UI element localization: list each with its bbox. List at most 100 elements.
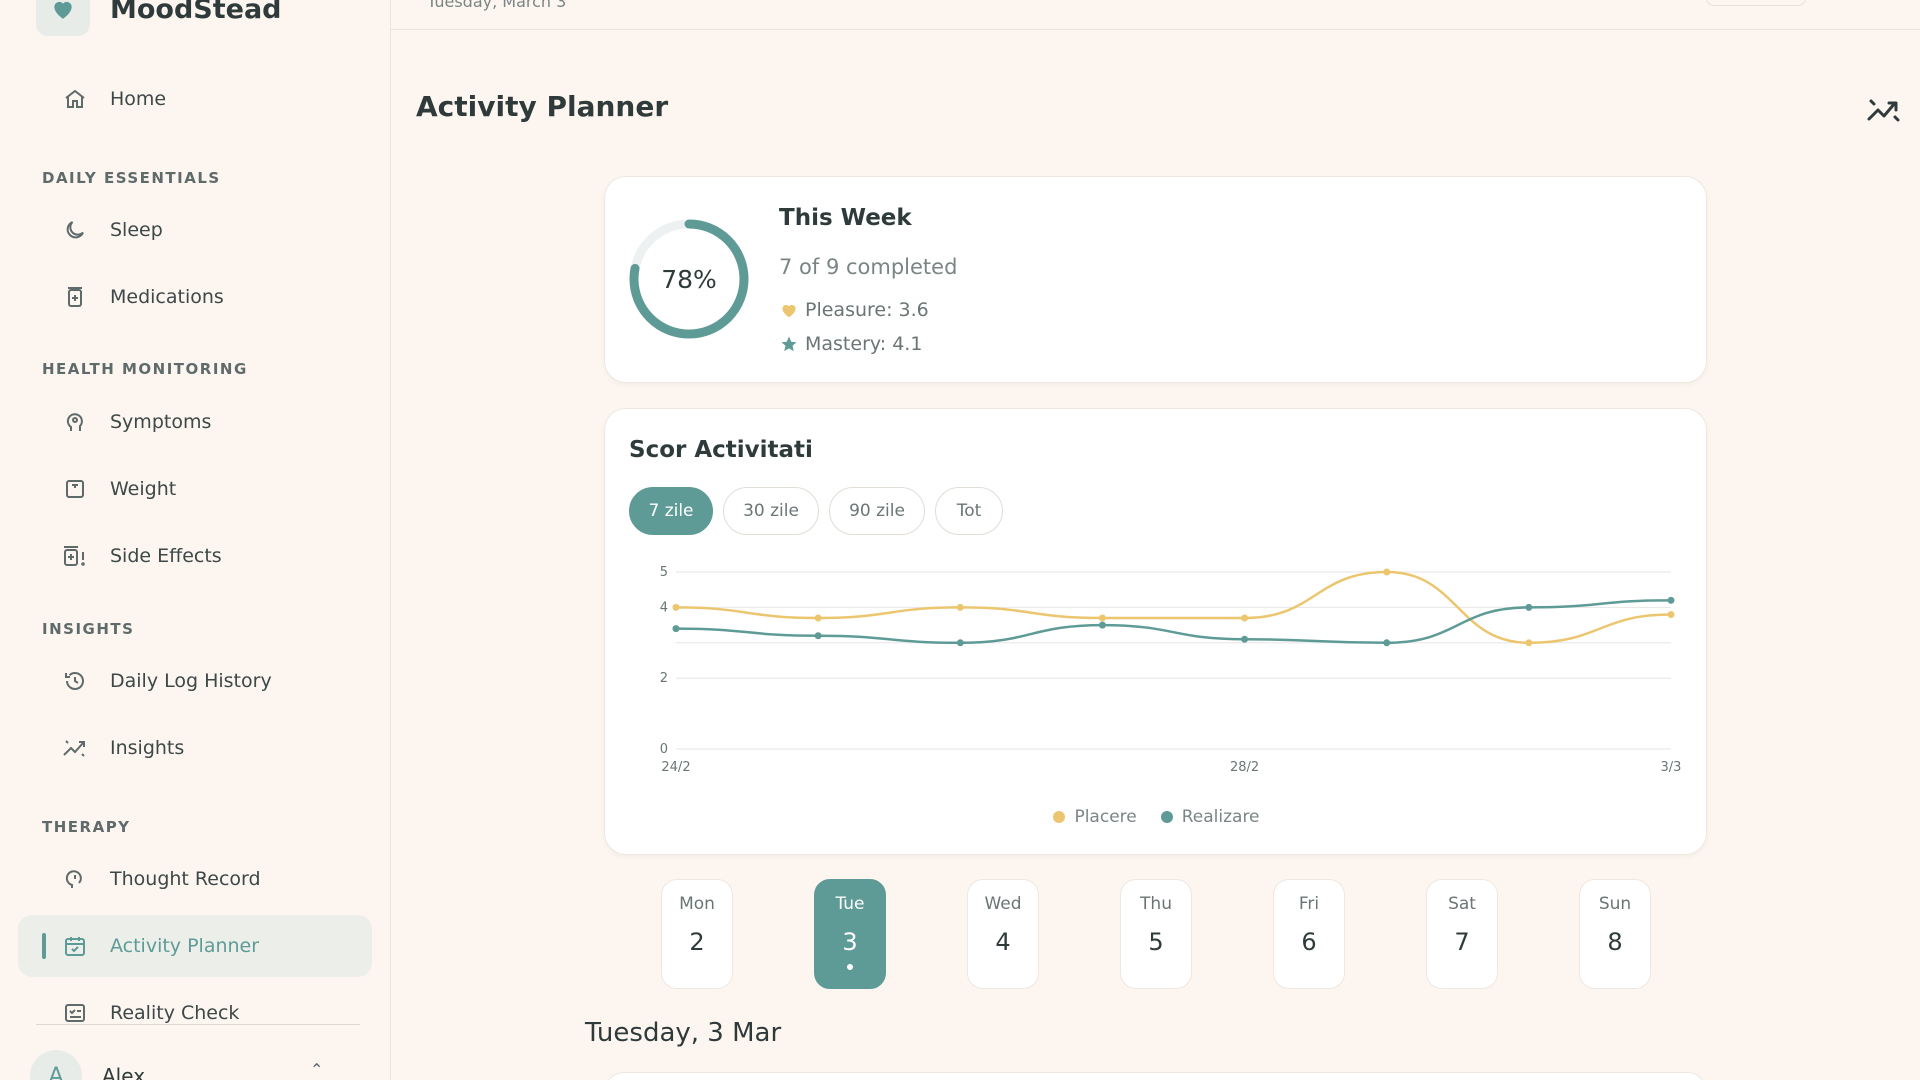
pleasure-stat: Pleasure: 3.6 — [779, 299, 929, 321]
day-sat[interactable]: Sat 7 — [1426, 879, 1498, 989]
heart-logo-icon — [36, 0, 90, 36]
data-point-placere — [814, 614, 822, 622]
avatar: A — [30, 1050, 82, 1080]
sidebar-item-label: Sleep — [110, 219, 163, 241]
sidebar-item-side-effects[interactable]: Side Effects — [18, 525, 372, 587]
series-line-placere — [675, 570, 1672, 645]
star-icon — [779, 334, 799, 354]
y-tick-label: 5 — [660, 565, 668, 580]
sidebar-item-symptoms[interactable]: Symptoms — [18, 391, 372, 453]
sidebar-item-activity-planner[interactable]: Activity Planner — [18, 915, 372, 977]
brand[interactable]: MoodStead — [36, 0, 282, 36]
range-7-days-button[interactable]: 7 zile — [629, 487, 713, 535]
mastery-value: Mastery: 4.1 — [805, 333, 923, 355]
sidebar-item-weight[interactable]: Weight — [18, 458, 372, 520]
heart-icon — [779, 300, 799, 320]
history-icon — [62, 668, 88, 694]
legend-item-realizare[interactable]: Realizare — [1160, 807, 1260, 827]
day-name: Sun — [1598, 894, 1632, 914]
section-title-therapy: THERAPY — [42, 818, 131, 836]
sidebar-divider — [36, 1024, 360, 1025]
checklist-icon — [62, 1000, 88, 1026]
sidebar-item-home[interactable]: Home — [18, 68, 372, 130]
medication-icon — [62, 284, 88, 310]
legend-dot — [1160, 811, 1173, 823]
y-tick-label: 2 — [660, 671, 668, 686]
activity-line-chart: 0 2 4 5 24/2 28/2 3/3 — [660, 565, 1682, 775]
legend-label: Realizare — [1181, 807, 1260, 827]
week-completed: 7 of 9 completed — [779, 255, 958, 279]
section-title-daily-essentials: DAILY ESSENTIALS — [42, 169, 221, 187]
chart-legend: Placere Realizare — [605, 807, 1708, 827]
data-point-placere — [1098, 614, 1106, 622]
day-number: 6 — [1301, 928, 1317, 956]
day-sun[interactable]: Sun 8 — [1579, 879, 1651, 989]
sidebar-item-reality-check[interactable]: Reality Check — [18, 982, 372, 1044]
day-mon[interactable]: Mon 2 — [661, 879, 733, 989]
week-title: This Week — [779, 205, 912, 231]
y-tick-label: 4 — [660, 600, 668, 615]
mastery-stat: Mastery: 4.1 — [779, 333, 922, 355]
data-point-placere — [1667, 610, 1675, 618]
page-title: Activity Planner — [416, 90, 669, 123]
data-point-placere — [956, 603, 964, 611]
sidebar-item-insights[interactable]: Insights — [18, 717, 372, 779]
day-name: Tue — [835, 894, 865, 914]
top-bar: Tuesday, March 3 — [391, 0, 1920, 30]
data-point-realizare — [814, 632, 822, 640]
data-point-realizare — [1525, 603, 1533, 611]
day-wed[interactable]: Wed 4 — [967, 879, 1039, 989]
chevron-up-icon[interactable]: ⌃ — [310, 1060, 324, 1079]
progress-percent: 78% — [661, 264, 717, 294]
data-point-placere — [672, 603, 680, 611]
sidebar-item-thought-record[interactable]: Thought Record — [18, 848, 372, 910]
day-number: 3 — [842, 928, 858, 956]
sidebar-item-sleep[interactable]: Sleep — [18, 199, 372, 261]
user-menu[interactable]: A Alex — [30, 1050, 145, 1080]
x-tick-label: 28/2 — [1230, 760, 1259, 775]
head-icon — [62, 409, 88, 435]
sidebar-item-label: Home — [110, 88, 167, 110]
scale-icon — [62, 476, 88, 502]
day-number: 2 — [689, 928, 705, 956]
x-tick-label: 24/2 — [661, 760, 690, 775]
sidebar-item-label: Symptoms — [110, 411, 212, 433]
day-tue[interactable]: Tue 3 — [814, 879, 886, 989]
data-point-placere — [1241, 614, 1249, 622]
sidebar-item-daily-log-history[interactable]: Daily Log History — [18, 650, 372, 712]
range-30-days-button[interactable]: 30 zile — [723, 487, 819, 535]
sidebar-item-label: Medications — [110, 286, 224, 308]
day-name: Sat — [1448, 894, 1476, 914]
range-all-button[interactable]: Tot — [935, 487, 1003, 535]
day-number: 8 — [1607, 928, 1623, 956]
trend-chart-icon[interactable] — [1864, 92, 1904, 128]
data-point-realizare — [672, 625, 680, 633]
header-date: Tuesday, March 3 — [427, 0, 567, 11]
active-indicator — [42, 933, 46, 959]
week-summary-card: 78% This Week 7 of 9 completed Pleasure:… — [604, 176, 1707, 383]
sidebar-item-medications[interactable]: Medications — [18, 266, 372, 328]
day-name: Thu — [1140, 894, 1172, 914]
legend-item-placere[interactable]: Placere — [1053, 807, 1137, 827]
sidebar-item-label: Side Effects — [110, 545, 222, 567]
day-thu[interactable]: Thu 5 — [1120, 879, 1192, 989]
sidebar-item-label: Reality Check — [110, 1002, 240, 1024]
brand-name: MoodStead — [110, 0, 282, 25]
data-point-realizare — [1098, 621, 1106, 629]
sidebar-item-label: Weight — [110, 478, 177, 500]
day-name: Mon — [679, 894, 715, 914]
user-name: Alex — [102, 1064, 146, 1080]
data-point-realizare — [1241, 635, 1249, 643]
day-number: 4 — [995, 928, 1011, 956]
data-point-realizare — [956, 639, 964, 647]
range-90-days-button[interactable]: 90 zile — [829, 487, 925, 535]
section-title-insights: INSIGHTS — [42, 620, 135, 638]
data-point-realizare — [1383, 639, 1391, 647]
series-line-realizare — [675, 599, 1672, 645]
activity-score-card: Scor Activitati 7 zile 30 zile 90 zile T… — [604, 408, 1707, 855]
section-title-health-monitoring: HEALTH MONITORING — [42, 360, 248, 378]
header-button[interactable] — [1706, 0, 1806, 6]
data-point-placere — [1383, 568, 1391, 576]
day-fri[interactable]: Fri 6 — [1273, 879, 1345, 989]
brain-icon — [62, 866, 88, 892]
